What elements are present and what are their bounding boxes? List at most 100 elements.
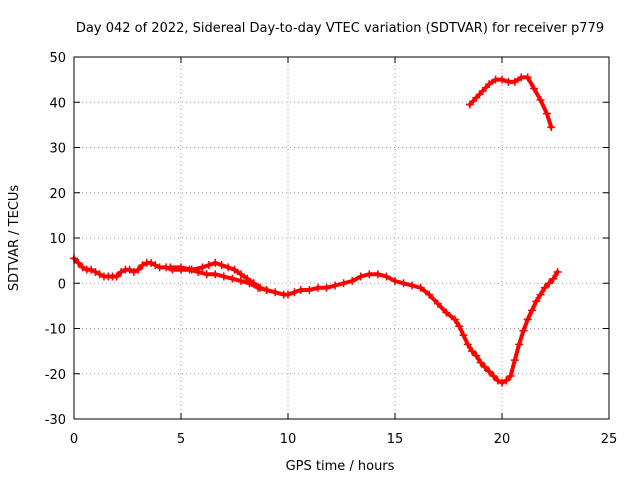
data-point	[202, 270, 211, 279]
y-tick-label: 20	[49, 187, 66, 202]
data-point	[230, 265, 239, 274]
data-point	[515, 340, 524, 349]
data-point	[236, 276, 245, 285]
data-point	[540, 283, 549, 292]
data-point	[391, 276, 399, 285]
data-point	[472, 93, 481, 102]
data-point	[256, 283, 265, 292]
x-tick-label: 10	[280, 432, 297, 447]
data-point	[478, 86, 487, 95]
data-point	[125, 265, 134, 274]
data-point	[284, 290, 292, 299]
x-tick-label: 5	[177, 432, 185, 447]
data-point	[498, 378, 506, 387]
data-point	[296, 286, 305, 295]
data-point	[450, 315, 459, 324]
data-point	[547, 123, 556, 132]
data-point	[468, 347, 477, 356]
data-point	[236, 270, 245, 279]
data-point	[498, 75, 506, 84]
data-point	[463, 340, 472, 349]
data-point	[322, 283, 331, 292]
data-point	[224, 263, 233, 272]
data-point	[523, 315, 532, 324]
data-point	[506, 372, 515, 381]
tick-labels: 0 5 10 15 20 25 -30 -20 -10 0 10 20 30 40 50	[45, 51, 618, 447]
data-point	[151, 261, 160, 270]
data-point	[166, 263, 175, 272]
data-point	[425, 290, 434, 299]
data-point	[408, 281, 417, 290]
data-point	[74, 258, 83, 267]
data-point	[530, 84, 539, 93]
x-axis-label: GPS time / hours	[286, 459, 395, 474]
x-tick-label: 15	[387, 432, 404, 447]
data-point	[243, 274, 252, 283]
data-point	[91, 267, 100, 276]
data-series	[70, 73, 562, 387]
x-tick-label: 0	[70, 432, 78, 447]
data-point	[331, 281, 340, 290]
data-point	[211, 258, 220, 267]
data-point	[211, 270, 220, 279]
x-tick-label: 25	[601, 432, 618, 447]
data-point	[198, 263, 207, 272]
data-point	[117, 267, 126, 276]
data-point	[382, 272, 391, 281]
data-point	[510, 77, 519, 86]
data-point	[305, 286, 314, 295]
y-tick-label: 50	[49, 51, 66, 66]
data-point	[472, 351, 481, 360]
data-point	[433, 299, 442, 308]
data-point	[313, 283, 322, 292]
series-1	[166, 258, 271, 295]
data-point	[187, 265, 196, 274]
data-point	[138, 261, 147, 270]
y-tick-label: -10	[45, 323, 66, 338]
data-point	[177, 263, 185, 272]
data-point	[416, 283, 425, 292]
data-point	[493, 376, 502, 385]
data-point	[95, 270, 104, 279]
data-point	[129, 267, 138, 276]
data-point	[476, 358, 485, 367]
grid-lines	[74, 57, 609, 419]
data-point	[112, 272, 121, 281]
data-point	[147, 258, 156, 267]
data-point	[536, 95, 545, 104]
y-tick-label: 0	[58, 277, 66, 292]
data-point	[262, 286, 271, 295]
data-point	[356, 272, 365, 281]
data-point	[78, 263, 87, 272]
series-0	[70, 254, 562, 387]
y-tick-label: 40	[49, 96, 66, 111]
data-point	[519, 326, 528, 335]
x-tick-label: 20	[494, 432, 511, 447]
data-point	[134, 265, 143, 274]
data-point	[399, 279, 408, 288]
data-point	[502, 376, 511, 385]
series-2	[465, 73, 556, 132]
data-point	[459, 331, 468, 340]
data-point	[87, 265, 96, 274]
data-point	[271, 288, 280, 297]
data-point	[532, 297, 541, 306]
data-point	[348, 276, 357, 285]
data-point	[228, 274, 237, 283]
data-point	[290, 288, 299, 297]
data-point	[465, 100, 474, 109]
data-point	[442, 308, 451, 317]
data-point	[455, 322, 464, 331]
data-point	[217, 261, 226, 270]
data-point	[485, 367, 494, 376]
tick-marks	[73, 56, 610, 420]
data-point	[545, 279, 554, 288]
data-point	[510, 356, 519, 365]
data-point	[536, 290, 545, 299]
data-point	[527, 306, 536, 315]
data-point	[489, 372, 498, 381]
data-point	[485, 80, 494, 89]
chart-title: Day 042 of 2022, Sidereal Day-to-day VTE…	[76, 21, 604, 36]
y-tick-label: -20	[45, 368, 66, 383]
